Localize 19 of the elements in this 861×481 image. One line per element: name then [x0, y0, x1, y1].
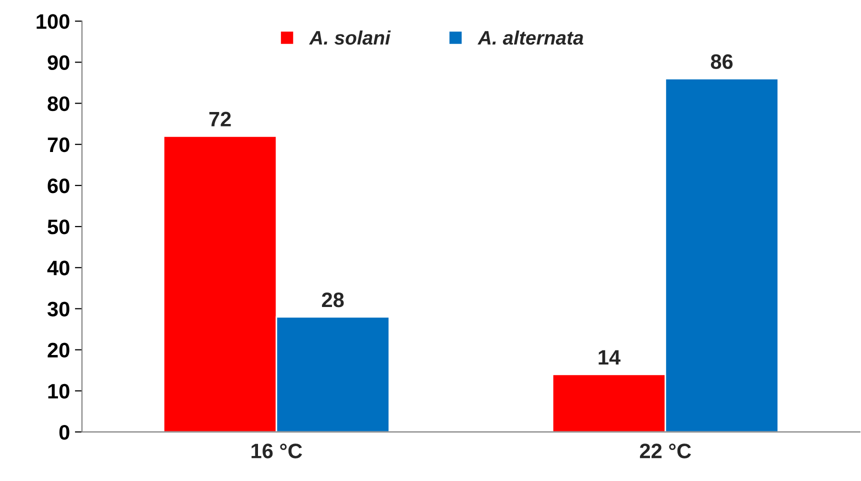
y-tick-label: 10: [48, 384, 70, 399]
data-label: 72: [209, 112, 231, 126]
data-label: 28: [322, 292, 344, 308]
legend-label: A. solani: [309, 30, 391, 45]
y-tick-label: 30: [47, 302, 70, 316]
x-tick-label: 22 °C: [640, 444, 692, 458]
y-tick-label: 20: [48, 342, 70, 358]
y-tick-label: 100: [36, 14, 70, 29]
y-tick-label: 80: [48, 96, 70, 112]
data-label: 14: [598, 350, 620, 365]
data-label: 86: [710, 54, 733, 69]
legend-label: A. alternata: [478, 30, 584, 45]
y-tick-label: 70: [48, 137, 70, 152]
y-tick-label: 40: [47, 260, 70, 276]
y-tick-label: 50: [48, 220, 70, 234]
y-tick-label: 60: [48, 178, 70, 194]
y-tick-label: 0: [59, 424, 70, 440]
x-tick-label: 16 °C: [252, 444, 302, 458]
y-tick-label: 90: [48, 55, 70, 70]
